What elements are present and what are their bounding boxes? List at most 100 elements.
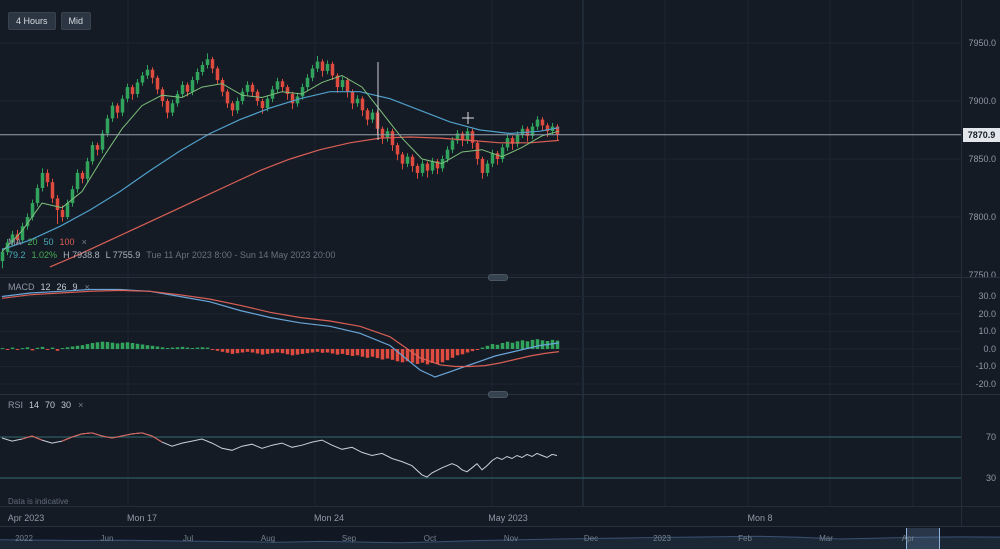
ma-close-icon[interactable]: ×	[81, 237, 87, 247]
candle-body	[125, 87, 130, 99]
candle-body	[290, 94, 295, 104]
candle-body	[360, 98, 365, 111]
rsi-lower-level: 30	[61, 400, 72, 410]
rsi-axis-label: 70	[985, 432, 996, 442]
price-axis-label: 7950.0	[968, 38, 996, 48]
rsi-overbought-segment	[91, 432, 103, 437]
macd-signal-line	[1, 289, 560, 368]
rsi-overbought-segment	[71, 433, 83, 438]
rsi-overbought-segment	[141, 432, 153, 437]
macd-histogram-bar	[500, 343, 505, 349]
candle-body	[310, 68, 315, 78]
range-navigator[interactable]: 2022 Jun Jul Aug Sep Oct Nov Dec 2023 Feb Mar Apr	[0, 526, 1000, 549]
navigator-selection[interactable]	[906, 528, 940, 549]
ma100-line	[49, 136, 560, 268]
candle-body	[255, 91, 260, 101]
rsi-pane[interactable]	[0, 395, 1000, 506]
rsi-overbought-segment	[21, 435, 33, 440]
price-axis[interactable]: 7950.0 7900.0 7850.0 7800.0 7750.0 30.0 20.0 10…	[961, 0, 1000, 526]
macd-histogram-bar	[225, 349, 230, 353]
macd-histogram-bar	[75, 345, 80, 349]
macd-label: MACD	[8, 282, 35, 292]
macd-histogram-bar	[180, 346, 185, 349]
candle-body	[175, 94, 180, 104]
candle-body	[25, 217, 30, 227]
macd-histogram-bar	[260, 349, 265, 355]
macd-histogram-bar	[300, 349, 305, 354]
macd-histogram-bar	[170, 347, 175, 349]
candle-body	[220, 80, 225, 92]
navigator-label: Apr	[901, 534, 915, 543]
candle-body	[285, 87, 290, 95]
macd-axis-label: 20.0	[978, 309, 996, 319]
visible-date-range: Tue 11 Apr 2023 8:00 - Sun 14 May 2023 2…	[146, 250, 336, 260]
candle-body	[280, 81, 285, 88]
rsi-overbought-segment	[31, 435, 43, 441]
spread-value: 79.2	[8, 250, 26, 260]
indicative-note: Data is indicative	[8, 497, 69, 506]
macd-histogram-bar	[270, 349, 275, 354]
macd-histogram-bar	[20, 348, 25, 350]
candle-body	[320, 61, 325, 71]
candle-body	[395, 145, 400, 155]
candle-body	[80, 172, 85, 179]
ma-period-50: 50	[43, 237, 54, 247]
macd-line	[1, 288, 560, 378]
macd-histogram-bar	[315, 349, 320, 352]
rsi-chart-canvas[interactable]	[0, 395, 962, 506]
timeframe-button[interactable]: 4 Hours	[8, 12, 56, 30]
macd-histogram-bar	[555, 340, 560, 349]
macd-histogram-bar	[115, 343, 120, 349]
macd-histogram-bar	[340, 349, 345, 354]
candle-body	[45, 172, 50, 183]
macd-histogram-bar	[365, 349, 370, 358]
candle-body	[140, 75, 145, 83]
macd-histogram-bar	[385, 349, 390, 359]
rsi-close-icon[interactable]: ×	[78, 400, 84, 410]
macd-histogram-bar	[425, 349, 430, 365]
macd-chart-canvas[interactable]	[0, 277, 962, 395]
candles-group	[0, 53, 560, 269]
pane-resize-handle[interactable]	[488, 391, 508, 398]
macd-axis-label: 0.0	[983, 344, 996, 354]
macd-histogram-bar	[0, 348, 5, 350]
candle-body	[535, 119, 540, 127]
macd-histogram-bar	[150, 345, 155, 349]
time-axis[interactable]: Apr 2023 Mon 17 Mon 24 May 2023 Mon 8	[0, 506, 1000, 526]
macd-histogram-bar	[175, 347, 180, 350]
candle-body	[485, 163, 490, 173]
macd-histogram-bar	[190, 348, 195, 349]
navigator-label: Sep	[341, 534, 357, 543]
candle-body	[330, 63, 335, 76]
rsi-period: 14	[29, 400, 40, 410]
macd-pane[interactable]	[0, 277, 1000, 395]
price-pane[interactable]	[0, 0, 1000, 277]
price-type-button[interactable]: Mid	[60, 12, 92, 30]
macd-slow-period: 26	[56, 282, 67, 292]
price-chart-canvas[interactable]	[0, 0, 962, 277]
ma-period-100: 100	[59, 237, 75, 247]
candle-body	[475, 142, 480, 159]
macd-histogram-bar	[275, 349, 280, 353]
candle-body	[530, 126, 535, 136]
macd-histogram-bar	[395, 349, 400, 362]
candle-body	[200, 65, 205, 72]
navigator-label: 2022	[15, 534, 33, 543]
candle-body	[520, 128, 525, 135]
macd-histogram-bar	[230, 349, 235, 354]
candle-body	[100, 133, 105, 150]
candle-body	[155, 77, 160, 90]
candle-body	[145, 69, 150, 76]
time-axis-label: Mon 17	[126, 513, 158, 523]
macd-histogram-bar	[490, 344, 495, 349]
candle-body	[470, 131, 475, 143]
macd-close-icon[interactable]: ×	[84, 282, 90, 292]
macd-histogram-bar	[345, 349, 350, 355]
candle-body	[15, 234, 20, 241]
pane-resize-handle[interactable]	[488, 274, 508, 281]
macd-histogram-bar	[440, 349, 445, 363]
rsi-upper-level: 70	[45, 400, 56, 410]
rsi-overbought-segment	[111, 435, 123, 439]
price-axis-label: 7900.0	[968, 96, 996, 106]
